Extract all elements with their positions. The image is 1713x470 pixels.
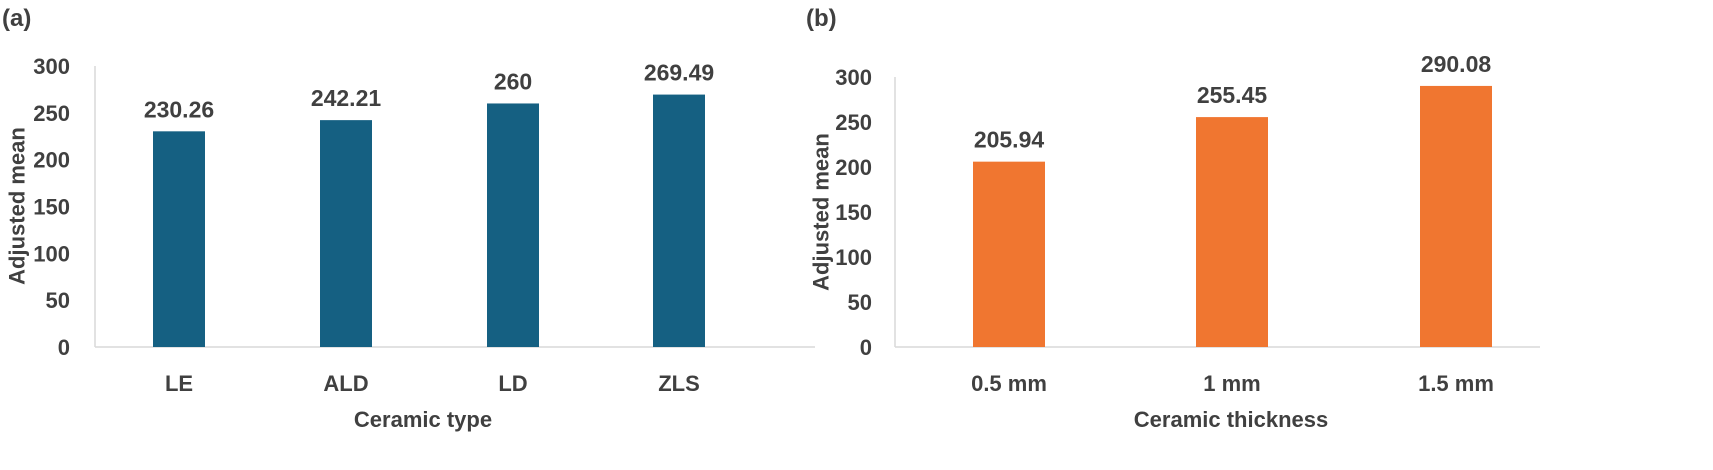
category-label: ALD xyxy=(323,371,368,396)
y-tick-label: 0 xyxy=(58,335,70,360)
x-axis-title: Ceramic thickness xyxy=(1134,407,1328,432)
y-tick-label: 100 xyxy=(33,241,70,266)
chart-panel-b: (b) 0 50 100 150 200 250 300 205.94 0.5 mm 255.45 1… xyxy=(806,5,1540,432)
bar-1-5-mm xyxy=(1420,85,1492,347)
chart-panel-a: (a) 0 50 100 150 200 250 300 230.26 LE 242.21 ALD 26… xyxy=(2,5,815,432)
data-label: 242.21 xyxy=(311,85,382,111)
bar-0-5-mm xyxy=(973,161,1045,347)
y-tick-label: 250 xyxy=(33,101,70,126)
y-tick-label: 150 xyxy=(33,195,70,220)
y-tick-label: 100 xyxy=(835,245,872,270)
category-label: LD xyxy=(498,371,527,396)
y-tick-label: 200 xyxy=(33,148,70,173)
bar-ld xyxy=(487,103,539,347)
category-label: ZLS xyxy=(658,371,700,396)
y-tick-label: 50 xyxy=(848,290,872,315)
category-label: 1 mm xyxy=(1203,371,1260,396)
category-label: 0.5 mm xyxy=(971,371,1047,396)
y-tick-label: 150 xyxy=(835,200,872,225)
panel-label: (a) xyxy=(2,5,31,32)
category-label: LE xyxy=(165,371,193,396)
y-axis-title: Adjusted mean xyxy=(5,127,30,285)
data-label: 290.08 xyxy=(1421,51,1492,77)
y-tick-label: 0 xyxy=(860,335,872,360)
data-label: 205.94 xyxy=(974,127,1045,153)
y-tick-label: 250 xyxy=(835,110,872,135)
bar-ald xyxy=(320,120,372,347)
y-tick-label: 50 xyxy=(46,288,70,313)
y-tick-label: 200 xyxy=(835,155,872,180)
y-tick-label: 300 xyxy=(33,54,70,79)
y-tick-label: 300 xyxy=(835,65,872,90)
bar-le xyxy=(153,131,205,347)
data-label: 260 xyxy=(494,68,532,94)
x-axis-title: Ceramic type xyxy=(354,407,492,432)
panel-label: (b) xyxy=(806,5,837,32)
category-label: 1.5 mm xyxy=(1418,371,1494,396)
bar-1-mm xyxy=(1196,117,1268,347)
data-label: 255.45 xyxy=(1197,82,1268,108)
y-axis-title: Adjusted mean xyxy=(809,133,834,291)
bar-zls xyxy=(653,94,705,347)
data-label: 269.49 xyxy=(644,60,714,86)
data-label: 230.26 xyxy=(144,96,214,122)
